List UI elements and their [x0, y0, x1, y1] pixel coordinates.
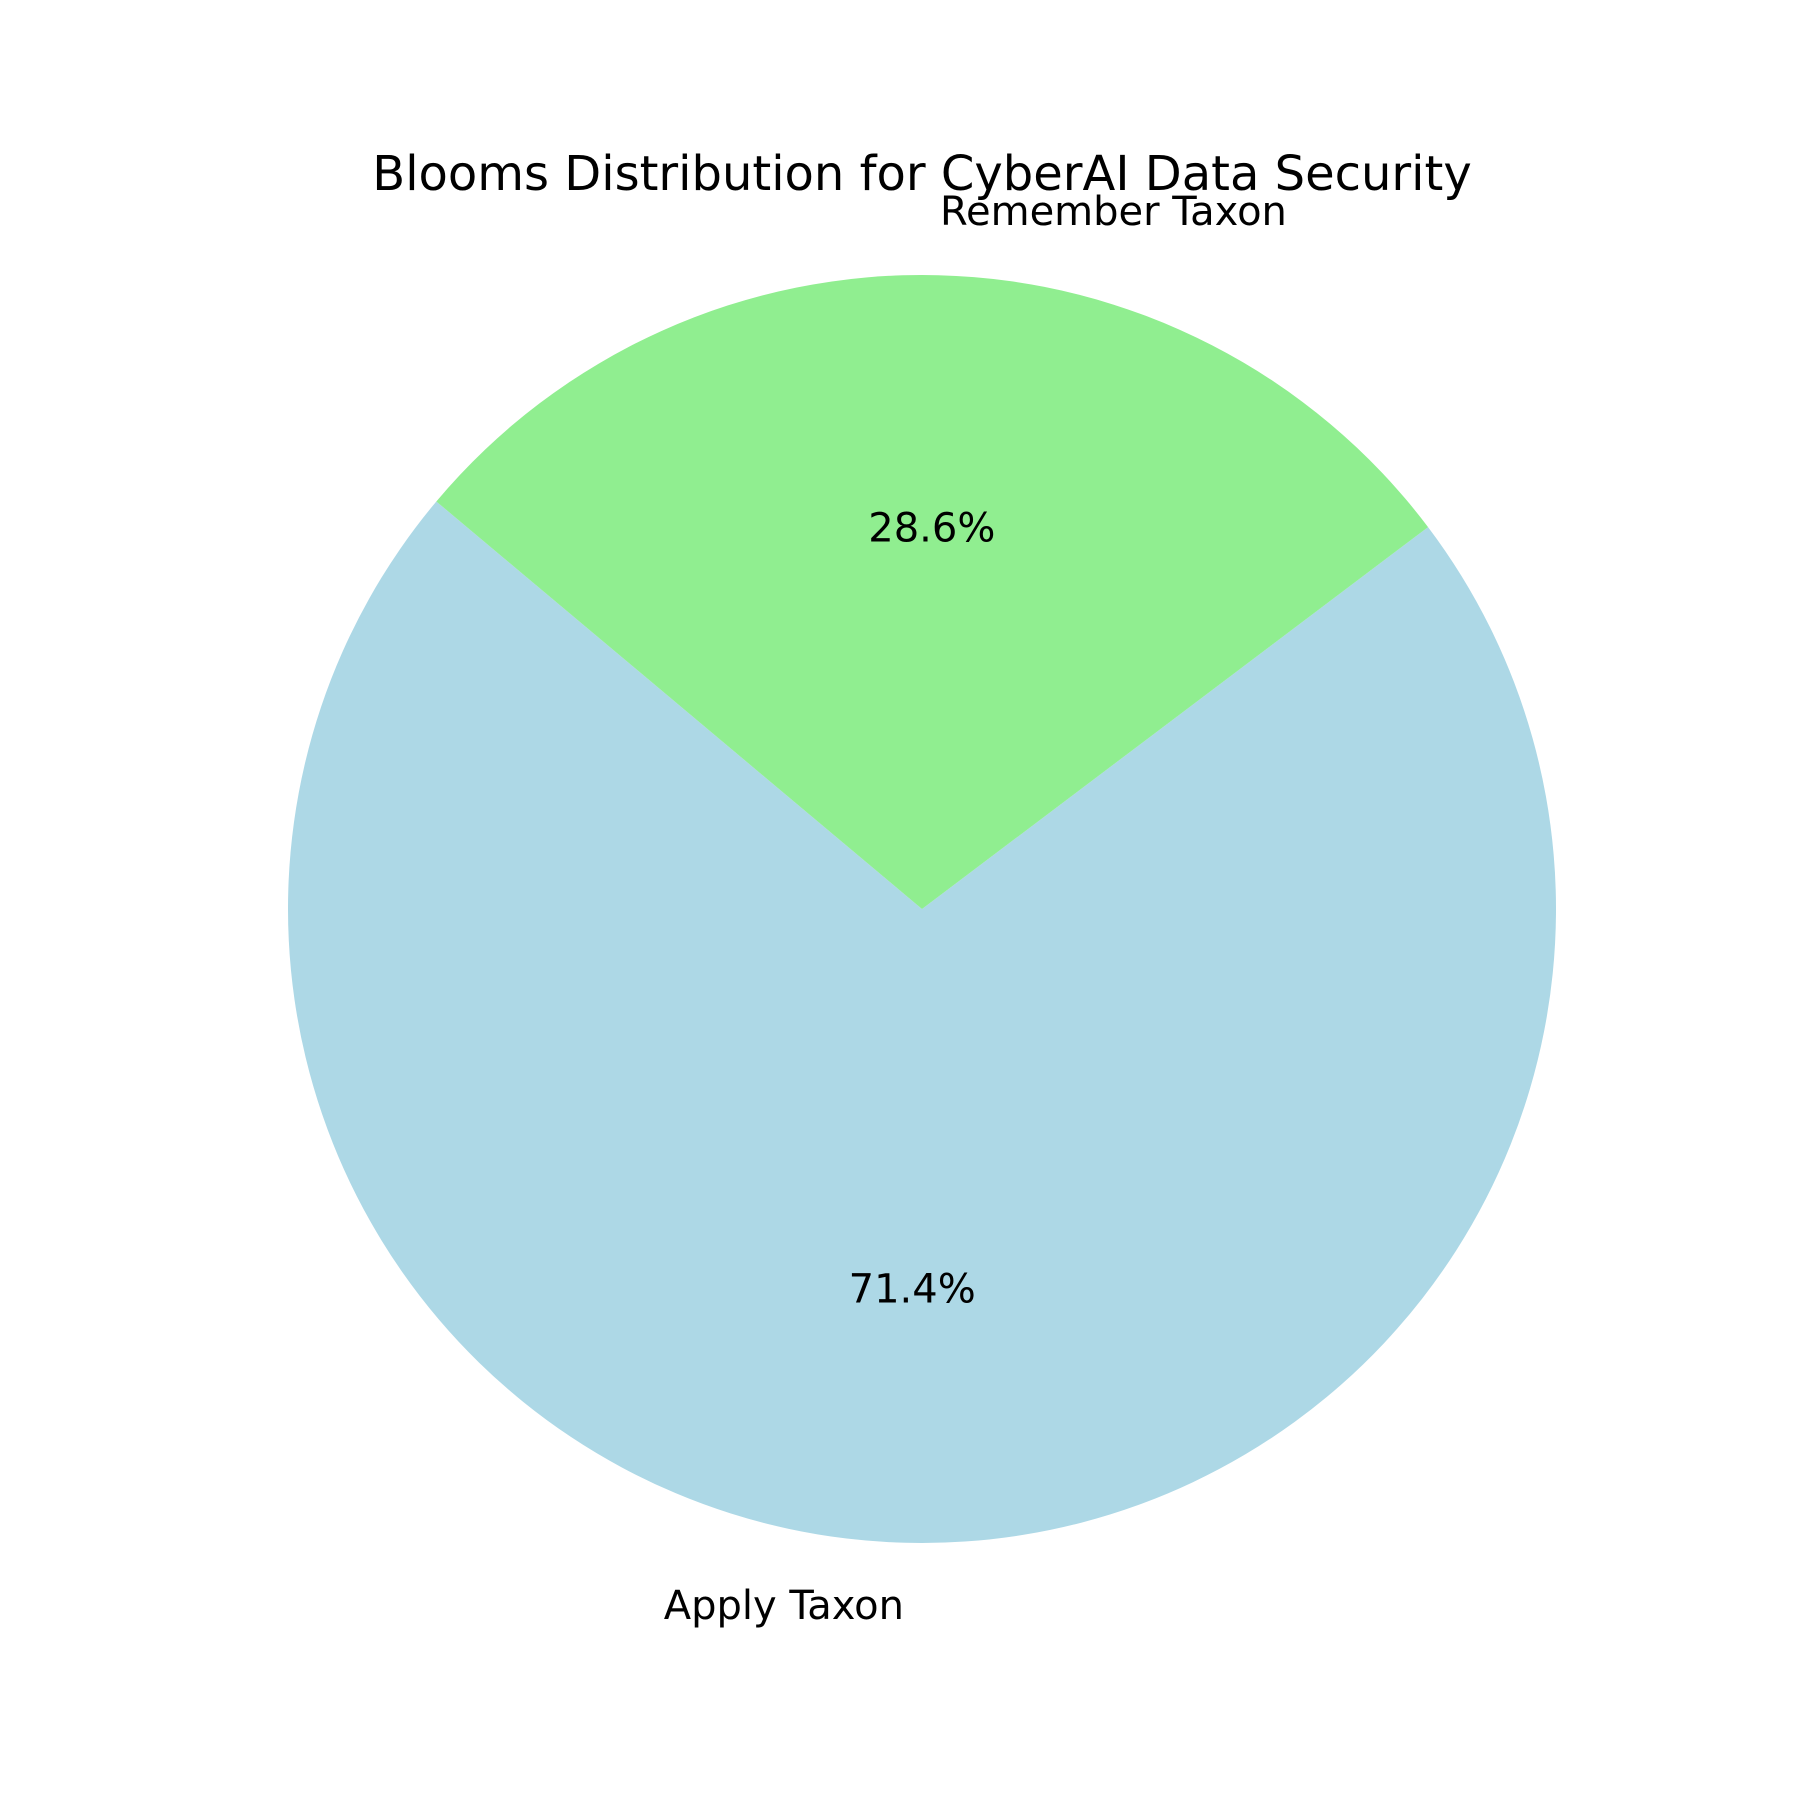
- pie-labels: 71.4% Apply Taxon 28.6% Remember Taxon: [664, 189, 1287, 1629]
- pie-slice-apply-taxon: [287, 501, 1556, 1543]
- chart-title: Blooms Distribution for CyberAI Data Sec…: [372, 146, 1471, 202]
- pie-percent-label: 28.6%: [868, 506, 995, 552]
- pie-category-label: Remember Taxon: [940, 189, 1287, 235]
- pie-category-label: Apply Taxon: [664, 1583, 904, 1629]
- pie-slice-remember-taxon: [436, 275, 1429, 909]
- pie-percent-label: 71.4%: [849, 1266, 976, 1312]
- pie-slices: [287, 275, 1556, 1543]
